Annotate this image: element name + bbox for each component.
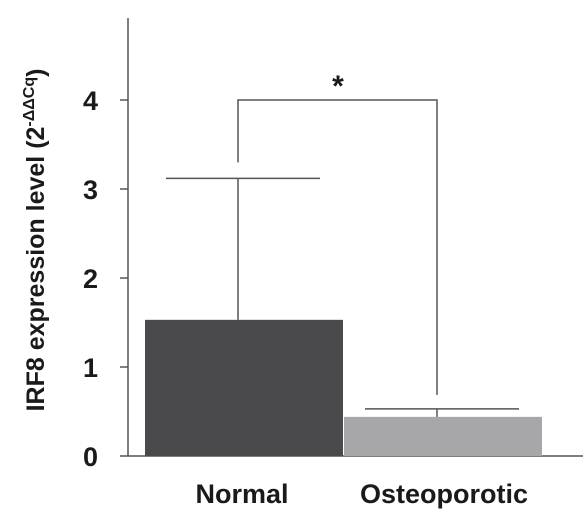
y-tick-label: 1 [83,353,98,383]
y-tick-label: 2 [83,264,98,294]
x-category-label: Normal [195,479,288,509]
bar-normal [145,320,343,456]
y-axis-label-main: IRF8 expression level (2 [22,127,50,412]
bar-osteoporotic [344,417,542,456]
y-tick-label: 4 [83,86,98,116]
y-axis-label: IRF8 expression level (2-ΔΔCq) [21,69,50,412]
category-labels: Normal Osteoporotic [195,479,528,509]
x-category-label: Osteoporotic [360,479,528,509]
y-ticks: 0 1 2 3 4 [83,86,128,472]
y-axis-label-close: ) [22,69,50,77]
y-axis-label-exponent: -ΔΔCq [21,77,38,127]
y-tick-label: 3 [83,175,98,205]
y-tick-label: 0 [83,442,98,472]
bars [145,320,542,456]
significance-marker: * [332,70,344,103]
